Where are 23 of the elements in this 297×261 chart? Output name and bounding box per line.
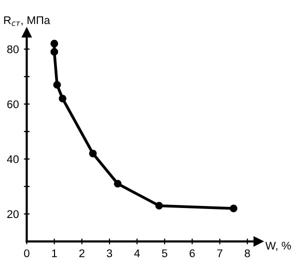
y-tick-label: 60 (7, 100, 19, 108)
x-tick-label: 0 (24, 249, 30, 258)
x-tick-label: 4 (134, 249, 140, 258)
point (53, 81, 61, 89)
x-tick-label: 1 (52, 249, 57, 258)
y-tick-label: 40 (6, 155, 19, 164)
x-tick-label: 3 (106, 249, 112, 258)
x-tick-label: 8 (244, 249, 250, 258)
x-tick-label: 2 (79, 249, 84, 258)
point (58, 94, 66, 102)
x-tick-label: 5 (162, 249, 168, 258)
x-tick-label: 6 (190, 249, 195, 258)
x-axis-title: W, % (265, 242, 291, 251)
point (230, 204, 238, 212)
point (114, 180, 122, 188)
point (50, 40, 58, 48)
y-tick-label: 20 (7, 210, 19, 218)
y-tick-label: 80 (7, 45, 19, 54)
x-tick-label: 7 (217, 249, 222, 258)
point (155, 202, 163, 210)
y-axis-title: R$_{ст}$, МПа (4, 16, 50, 26)
point (89, 150, 97, 158)
point (50, 48, 58, 56)
